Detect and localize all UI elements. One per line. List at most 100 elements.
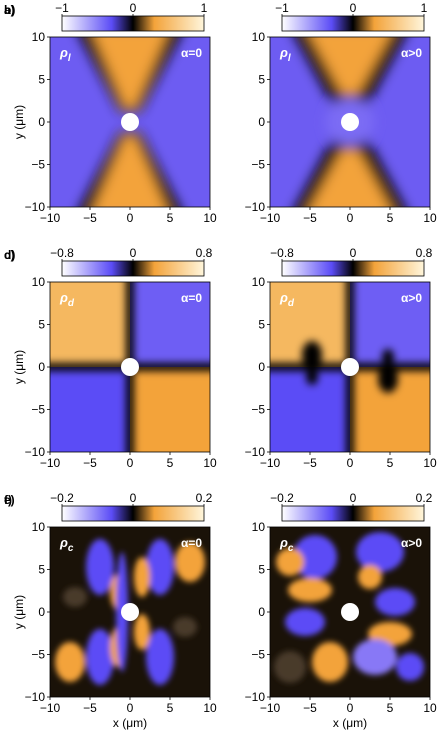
central-disc [121, 113, 139, 131]
y-tick-label: −10 [245, 690, 266, 704]
density-label: ρc [279, 535, 294, 554]
x-tick-label: 10 [203, 456, 217, 470]
colorbar-tick-label: −0.8 [270, 246, 294, 260]
y-tick-label: 10 [32, 30, 46, 44]
y-tick-label: 5 [38, 563, 45, 577]
y-tick-label: 5 [258, 563, 265, 577]
y-tick-label: −10 [245, 200, 266, 214]
colorbar-tick-label: 0 [350, 246, 357, 260]
panel-label: b) [4, 3, 15, 17]
x-tick-label: 10 [203, 701, 217, 715]
panel-label: a) [4, 3, 15, 17]
y-tick-label: 5 [38, 318, 45, 332]
x-tick-label: −5 [83, 456, 97, 470]
x-tick-label: 0 [127, 211, 134, 225]
heatmap [50, 282, 210, 452]
condition-label: α=0 [181, 536, 202, 550]
x-tick-label: 0 [347, 211, 354, 225]
y-tick-label: −10 [25, 445, 46, 459]
central-disc [341, 603, 359, 621]
x-tick-label: −10 [40, 701, 61, 715]
panel-label: e) [4, 493, 15, 507]
colorbar-tick-label: 0.8 [416, 246, 433, 260]
x-tick-label: 0 [347, 701, 354, 715]
x-tick-label: 10 [423, 701, 437, 715]
colorbar [61, 15, 205, 32]
colorbar-tick-label: −0.2 [270, 491, 294, 505]
colorbar [281, 260, 425, 277]
density-label: ρl [59, 45, 71, 64]
y-tick-label: −5 [251, 158, 265, 172]
colorbar-tick-label: 1 [421, 1, 428, 15]
y-tick-label: 10 [32, 520, 46, 534]
y-tick-label: 0 [38, 360, 45, 374]
x-tick-label: −10 [260, 211, 281, 225]
colorbar-tick-label: 0 [130, 491, 137, 505]
colorbar-tick-label: 0 [350, 1, 357, 15]
x-tick-label: −10 [260, 456, 281, 470]
panel-label: f) [4, 493, 12, 507]
x-axis-label: x (μm) [113, 716, 147, 730]
y-tick-label: −5 [251, 403, 265, 417]
heatmap [270, 37, 430, 207]
colorbar-tick-label: 0.2 [196, 491, 213, 505]
heatmap [270, 527, 430, 697]
colorbar-tick-label: −0.2 [50, 491, 74, 505]
y-tick-label: 10 [252, 520, 266, 534]
y-tick-label: 0 [38, 115, 45, 129]
y-tick-label: 0 [258, 360, 265, 374]
y-tick-label: 0 [258, 605, 265, 619]
x-tick-label: 5 [387, 211, 394, 225]
y-axis-label: y (μm) [12, 105, 26, 139]
x-tick-label: 0 [347, 456, 354, 470]
y-tick-label: −10 [25, 200, 46, 214]
central-disc [341, 113, 359, 131]
central-disc [341, 358, 359, 376]
colorbar [281, 15, 425, 32]
y-tick-label: 5 [258, 73, 265, 87]
central-disc [121, 603, 139, 621]
y-tick-label: −5 [31, 403, 45, 417]
x-tick-label: 10 [423, 456, 437, 470]
heatmap [270, 282, 430, 452]
x-tick-label: 5 [167, 701, 174, 715]
colorbar-tick-label: 0 [130, 1, 137, 15]
y-tick-label: 5 [258, 318, 265, 332]
colorbar [61, 505, 205, 522]
condition-label: α>0 [401, 291, 422, 305]
x-tick-label: 5 [387, 701, 394, 715]
x-tick-label: −5 [303, 701, 317, 715]
colorbar-tick-label: 0 [130, 246, 137, 260]
y-axis-label: y (μm) [12, 595, 26, 629]
x-tick-label: 10 [423, 211, 437, 225]
y-tick-label: 10 [252, 275, 266, 289]
central-disc [121, 358, 139, 376]
colorbar-tick-label: 0.2 [416, 491, 433, 505]
y-tick-label: 10 [252, 30, 266, 44]
x-tick-label: −5 [83, 211, 97, 225]
heatmap [50, 527, 210, 697]
panel-label: c) [4, 248, 15, 262]
panel-label: d) [4, 248, 15, 262]
x-tick-label: −10 [40, 211, 61, 225]
colorbar-tick-label: −1 [55, 1, 69, 15]
colorbar-tick-label: −0.8 [50, 246, 74, 260]
y-tick-label: −5 [31, 158, 45, 172]
x-tick-label: −10 [40, 456, 61, 470]
y-tick-label: 0 [258, 115, 265, 129]
colorbar-tick-label: 0.8 [196, 246, 213, 260]
y-tick-label: −5 [251, 648, 265, 662]
condition-label: α>0 [401, 46, 422, 60]
colorbar-tick-label: 0 [350, 491, 357, 505]
y-tick-label: 10 [32, 275, 46, 289]
panel-c: c) −0.8 0 0.8 ρd α=0 −10−10 −5 −5 0 0 5 5 10 10 y (μm) [4, 246, 217, 470]
density-label: ρc [59, 535, 74, 554]
condition-label: α=0 [181, 291, 202, 305]
y-tick-label: 5 [38, 73, 45, 87]
x-tick-label: −5 [303, 211, 317, 225]
condition-label: α=0 [181, 46, 202, 60]
